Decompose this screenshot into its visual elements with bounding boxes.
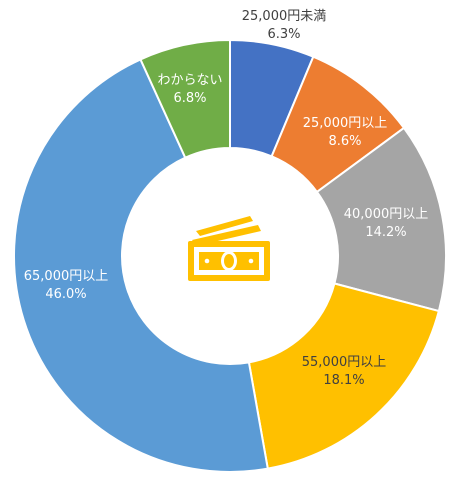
donut-slices [13, 38, 447, 473]
slice-value-label: 8.6% [328, 134, 361, 149]
slice-value-label: 6.3% [267, 27, 300, 42]
slice-category-label: 25,000円以上 [303, 116, 388, 131]
slice-labels: 25,000円未満 6.3% 25,000円以上 8.6% 40,000円以上 14.2%… [24, 9, 429, 388]
slice-category-label: 25,000円未満 [242, 9, 327, 24]
slice-value-label: 46.0% [45, 287, 86, 302]
slice-6 [139, 38, 231, 160]
slice-value-label: 14.2% [365, 225, 406, 240]
money-bills-icon [188, 216, 270, 281]
slice-category-label: 65,000円以上 [24, 269, 109, 284]
slice-value-label: 6.8% [173, 91, 206, 106]
slice-4 [247, 282, 441, 470]
slice-category-label: わからない [157, 73, 222, 88]
slice-5 [13, 58, 269, 473]
slice-value-label: 18.1% [323, 373, 364, 388]
slice-category-label: 40,000円以上 [344, 207, 429, 222]
slice-category-label: 55,000円以上 [302, 355, 387, 370]
